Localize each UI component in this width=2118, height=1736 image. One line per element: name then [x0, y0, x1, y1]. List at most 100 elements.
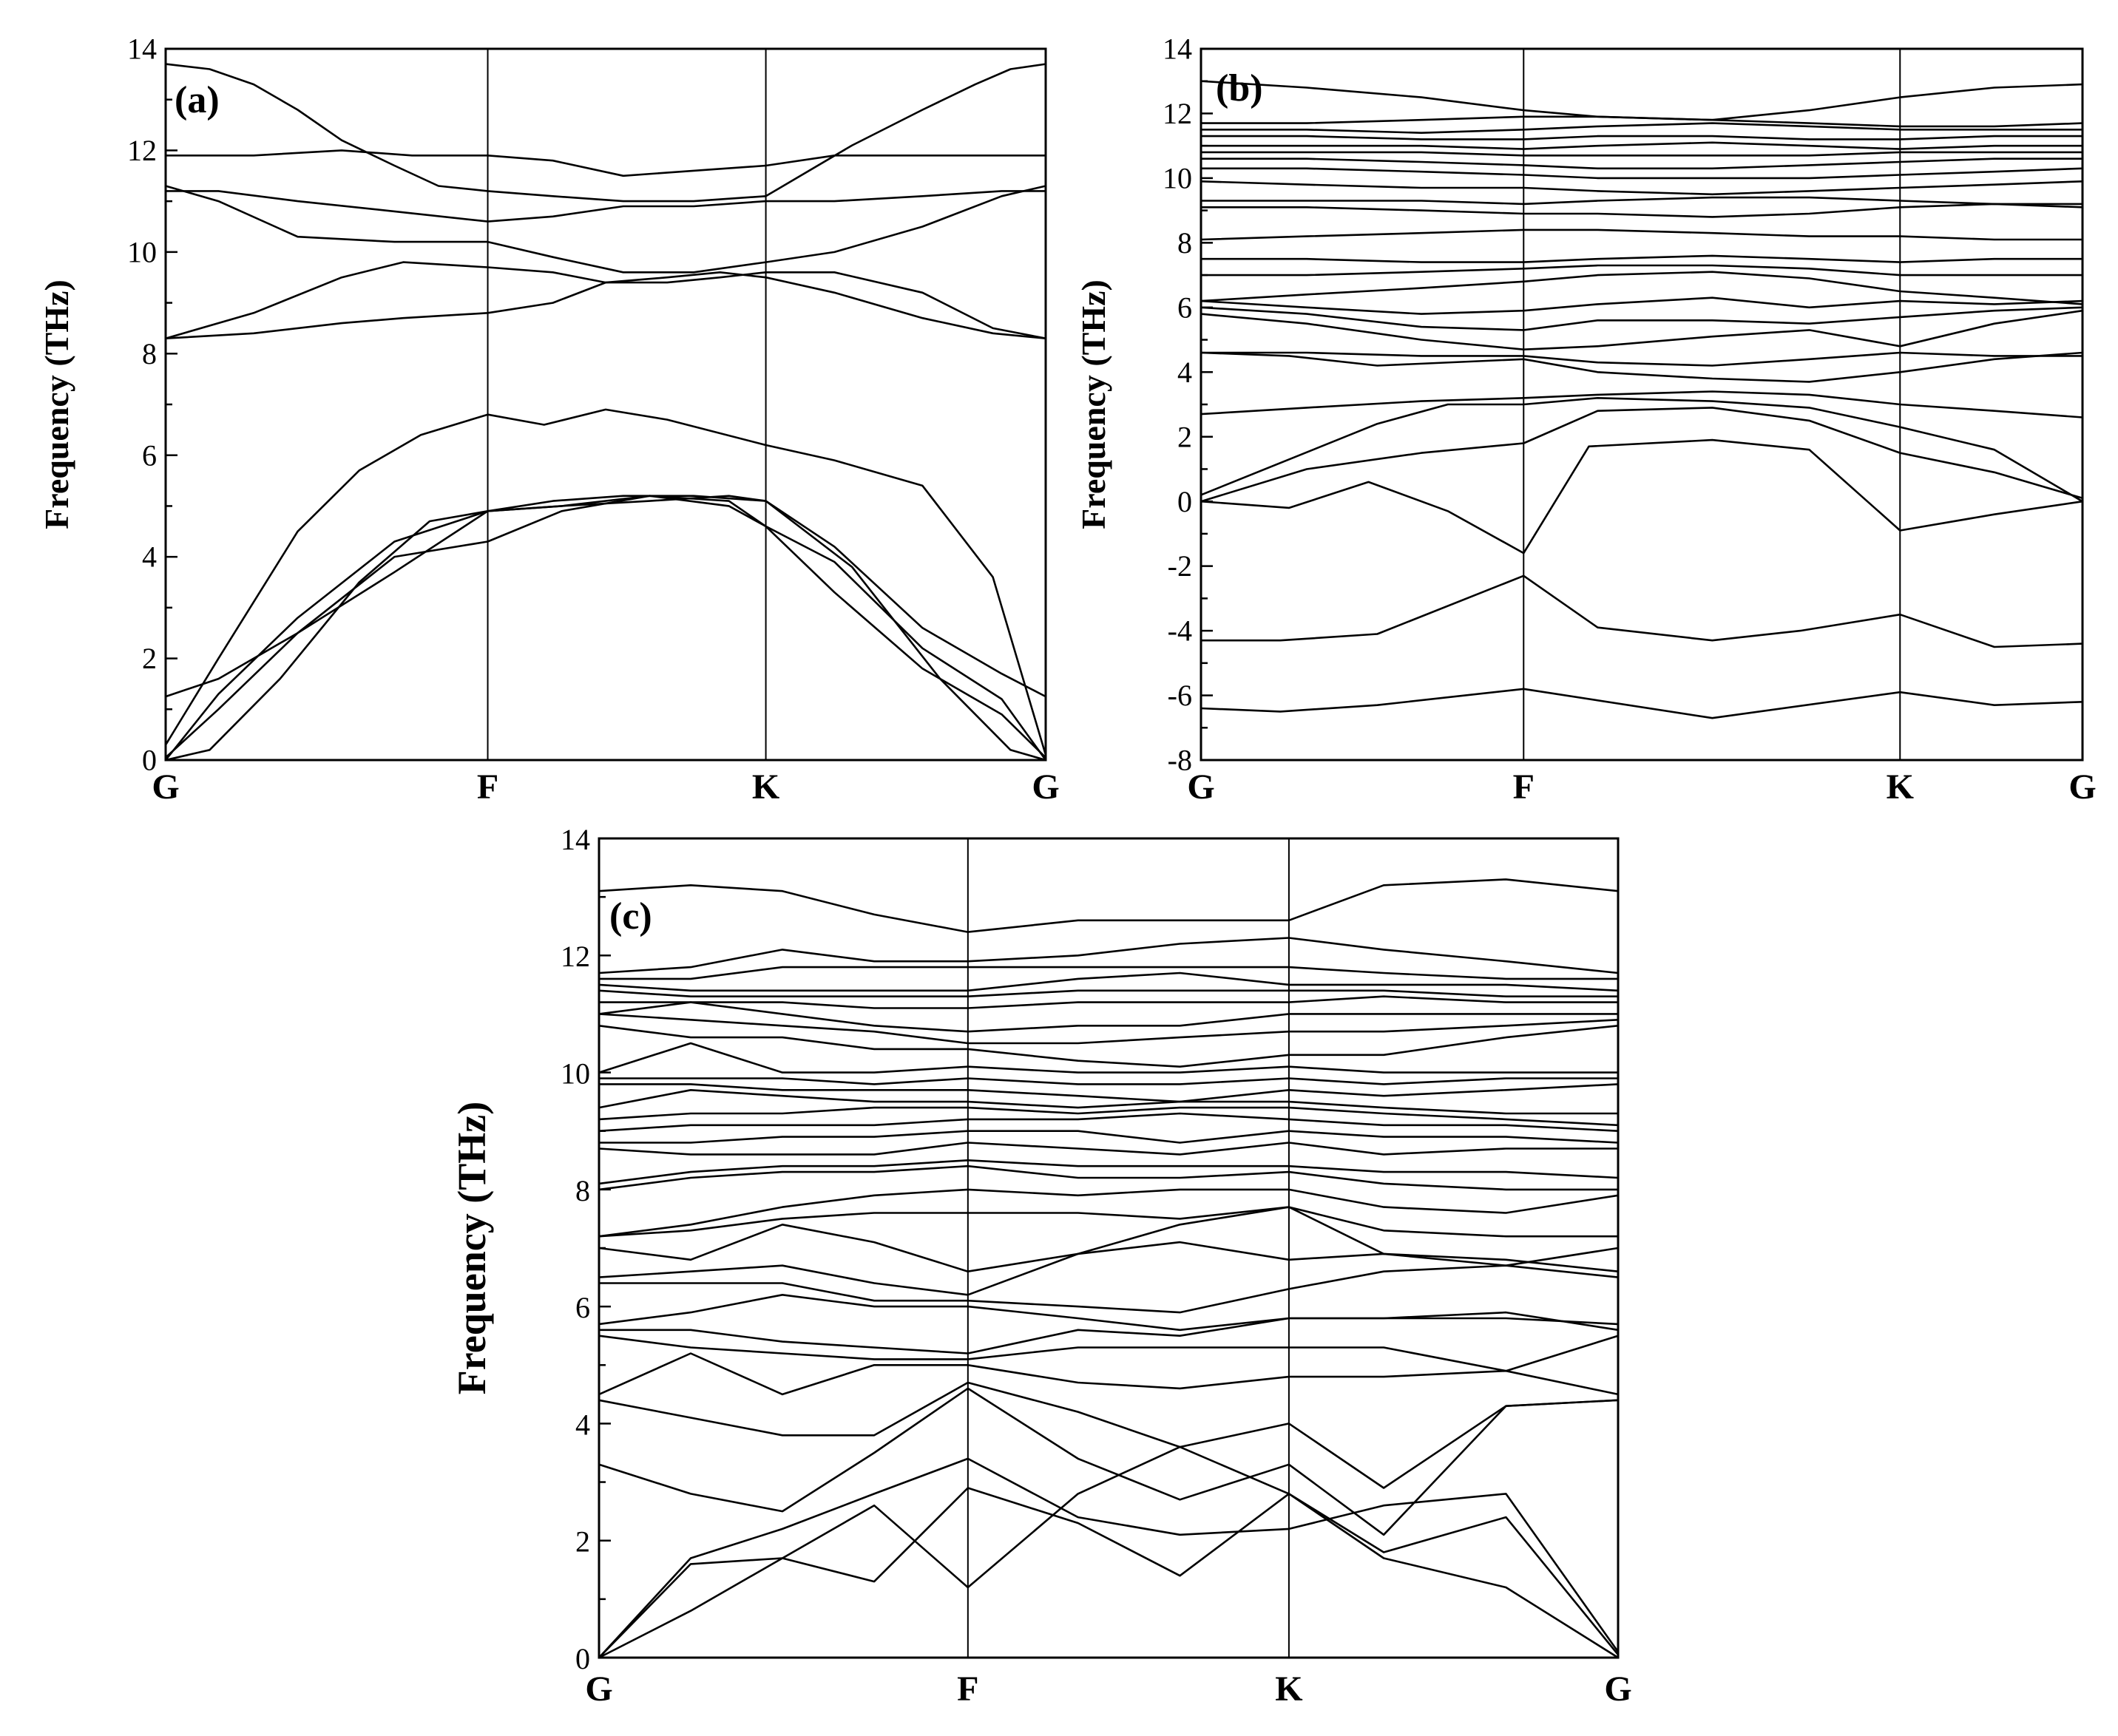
- phonon-band: [598, 1112, 1619, 1132]
- y-tick-label: 10: [1163, 162, 1192, 195]
- phonon-band: [598, 1387, 1619, 1536]
- phonon-band: [598, 1142, 1618, 1156]
- kpoint-label: G: [2068, 767, 2096, 807]
- panel-b: (b) Frequency (THz) G F K G-8-6-4-202468101…: [1075, 33, 2097, 807]
- y-tick-label: -6: [1168, 679, 1192, 712]
- phonon-band: [599, 1077, 1618, 1085]
- phonon-band: [599, 1317, 1619, 1354]
- phonon-band: [598, 1042, 1618, 1074]
- phonon-band: [598, 1013, 1619, 1045]
- phonon-band: [598, 1206, 1618, 1238]
- phonon-band: [164, 408, 1047, 756]
- phonon-band: [1200, 309, 2083, 351]
- y-tick-label: 12: [127, 134, 157, 167]
- phonon-band: [598, 937, 1619, 974]
- panel-b-ylabel: Frequency (THz): [1075, 279, 1112, 529]
- phonon-band: [599, 1083, 1619, 1103]
- phonon-band: [1200, 80, 2083, 121]
- phonon-band: [598, 1188, 1619, 1238]
- y-tick-label: 2: [575, 1525, 590, 1559]
- phonon-band: [598, 1445, 1619, 1659]
- phonon-band: [165, 185, 1046, 274]
- phonon-band: [1201, 151, 2083, 157]
- phonon-band: [1200, 306, 2083, 331]
- phonon-band: [1200, 296, 2083, 315]
- y-tick-label: 8: [575, 1174, 590, 1207]
- phonon-band: [1200, 180, 2083, 196]
- y-tick-label: 6: [575, 1291, 590, 1324]
- phonon-band: [1201, 264, 2083, 277]
- panel-a-title: (a): [175, 79, 220, 121]
- phonon-band: [598, 1106, 1619, 1127]
- y-tick-label: -2: [1168, 549, 1192, 583]
- phonon-band: [1201, 167, 2083, 180]
- y-tick-label: 6: [142, 438, 157, 472]
- panel-c-ylabel: Frequency (THz): [450, 1102, 494, 1394]
- phonon-band: [598, 1352, 1619, 1396]
- y-tick-label: 2: [1177, 420, 1192, 453]
- phonon-band: [598, 1025, 1619, 1068]
- y-tick-label: 2: [142, 642, 157, 675]
- panel-b-title: (b): [1216, 67, 1263, 109]
- y-tick-label: 0: [575, 1642, 590, 1675]
- kpoint-label: G: [1032, 767, 1059, 807]
- phonon-band: [1201, 157, 2083, 170]
- phonon-band: [599, 995, 1618, 1009]
- phonon-band: [1201, 203, 2083, 218]
- kpoint-label: G: [1187, 767, 1214, 807]
- phonon-band: [164, 495, 1046, 761]
- phonon-band: [599, 966, 1618, 980]
- phonon-band: [165, 495, 1046, 698]
- y-tick-label: 10: [561, 1057, 590, 1091]
- phonon-band: [1201, 351, 2083, 367]
- kpoint-label: F: [477, 767, 498, 807]
- phonon-band: [598, 1224, 1619, 1272]
- panel-c-title: (c): [609, 895, 652, 937]
- phonon-band: [598, 1487, 1620, 1658]
- y-tick-label: 8: [142, 337, 157, 370]
- kpoint-label: K: [1275, 1669, 1302, 1709]
- y-tick-label: 12: [561, 940, 590, 973]
- y-tick-label: 14: [561, 823, 590, 856]
- kpoint-label: G: [1604, 1669, 1631, 1709]
- phonon-band: [1200, 390, 2083, 418]
- phonon-band: [166, 149, 1046, 177]
- phonon-band: [1201, 135, 2083, 140]
- phonon-band: [1200, 688, 2083, 719]
- phonon-band: [1201, 574, 2083, 648]
- phonon-band: [598, 1164, 1618, 1191]
- y-tick-label: -4: [1168, 614, 1192, 648]
- phonon-band: [1201, 196, 2083, 206]
- y-tick-label: -8: [1168, 744, 1192, 777]
- phonon-band: [598, 972, 1619, 992]
- phonon-band: [1200, 351, 2083, 383]
- panel-c-frame: [598, 837, 1620, 1659]
- y-tick-label: 4: [575, 1408, 590, 1441]
- phonon-band: [165, 63, 1046, 203]
- phonon-band: [1200, 438, 2083, 555]
- phonon-band: [166, 190, 1046, 223]
- y-tick-label: 4: [1177, 356, 1192, 389]
- phonon-band: [1200, 271, 2083, 305]
- phonon-band: [165, 261, 1046, 339]
- phonon-band: [1200, 396, 2083, 503]
- phonon-band: [598, 1335, 1619, 1372]
- kpoint-label: K: [1887, 767, 1914, 807]
- phonon-band: [598, 1294, 1619, 1332]
- phonon-band: [599, 1264, 1619, 1314]
- phonon-band: [598, 1089, 1618, 1115]
- y-tick-label: 0: [1177, 485, 1192, 518]
- y-tick-label: 14: [127, 33, 157, 66]
- kpoint-label: F: [957, 1669, 978, 1709]
- phonon-band: [1201, 254, 2083, 263]
- phonon-band: [598, 878, 1619, 933]
- y-tick-label: 0: [142, 744, 157, 777]
- phonon-band: [165, 495, 1047, 761]
- kpoint-label: K: [752, 767, 779, 807]
- phonon-band: [599, 1130, 1619, 1144]
- phonon-band: [598, 1001, 1618, 1033]
- y-tick-label: 8: [1177, 226, 1192, 260]
